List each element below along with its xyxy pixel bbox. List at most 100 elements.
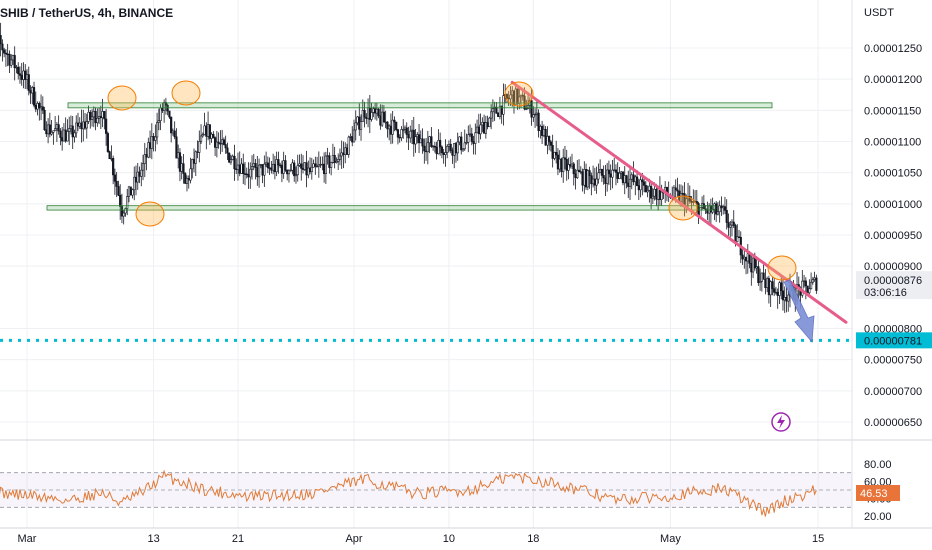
candle-body bbox=[635, 176, 639, 186]
candle-body bbox=[0, 35, 2, 45]
candle-body bbox=[229, 159, 233, 163]
candle-body bbox=[468, 133, 472, 136]
price-axis-tick: 0.00001200 bbox=[864, 74, 922, 86]
candle-body bbox=[78, 122, 81, 127]
candle-body bbox=[618, 172, 621, 179]
candle-body bbox=[419, 138, 422, 144]
candle-body bbox=[737, 236, 741, 238]
candle-body bbox=[389, 125, 393, 135]
candle-body bbox=[342, 152, 345, 155]
last-price-badge bbox=[856, 271, 932, 300]
candle-body bbox=[206, 124, 210, 137]
candle-body bbox=[432, 145, 435, 148]
candle-body bbox=[403, 127, 407, 130]
candle-body bbox=[54, 128, 57, 132]
candle-body bbox=[112, 158, 115, 176]
candle-body bbox=[182, 163, 185, 174]
price-axis-tick: 0.00000950 bbox=[864, 230, 922, 242]
candle-body bbox=[630, 174, 633, 180]
candle-body bbox=[729, 224, 732, 228]
candle-body bbox=[553, 152, 556, 159]
candle-body bbox=[82, 121, 85, 130]
candle-body bbox=[294, 174, 298, 177]
candle-body bbox=[321, 163, 324, 166]
candle-body bbox=[475, 126, 479, 134]
candle-body bbox=[18, 73, 22, 76]
candle-body bbox=[409, 130, 412, 139]
candle-body bbox=[76, 122, 80, 127]
candle-body bbox=[361, 110, 364, 122]
candle-body bbox=[335, 161, 338, 163]
candle-body bbox=[115, 181, 118, 187]
candle-body bbox=[191, 159, 194, 170]
candle-body bbox=[562, 157, 565, 172]
candle-body bbox=[655, 189, 658, 200]
candle-body bbox=[171, 130, 175, 134]
candle-body bbox=[778, 282, 781, 296]
candle-body bbox=[277, 159, 280, 166]
candle-body bbox=[71, 125, 74, 138]
candle-body bbox=[20, 75, 23, 80]
candle-body bbox=[273, 163, 276, 173]
candle-body bbox=[444, 152, 447, 155]
candle-body bbox=[148, 142, 152, 149]
candle-body bbox=[764, 279, 767, 288]
candle-body bbox=[198, 141, 201, 153]
candle-body bbox=[38, 103, 41, 109]
candle-body bbox=[730, 221, 734, 226]
candle-body bbox=[416, 134, 419, 138]
candle-body bbox=[525, 108, 528, 110]
touch-point-circle bbox=[504, 81, 534, 107]
candle-body bbox=[138, 171, 141, 177]
candle-body bbox=[75, 122, 78, 134]
candle-body bbox=[345, 147, 349, 155]
candle-body bbox=[185, 178, 189, 184]
candle-body bbox=[6, 53, 9, 56]
candle-body bbox=[301, 168, 305, 170]
candle-body bbox=[544, 129, 547, 146]
candle-body bbox=[521, 94, 524, 97]
candle-body bbox=[386, 121, 389, 130]
candle-body bbox=[117, 186, 120, 196]
candle-body bbox=[358, 116, 361, 130]
support-price-label: 0.00000781 bbox=[864, 335, 922, 347]
candle-body bbox=[398, 136, 401, 139]
candle-body bbox=[382, 111, 385, 123]
candle-body bbox=[621, 171, 625, 184]
candle-body bbox=[45, 129, 48, 135]
candle-body bbox=[484, 122, 487, 134]
candle-body bbox=[505, 93, 509, 99]
candle-body bbox=[804, 280, 807, 287]
candle-body bbox=[780, 282, 783, 292]
candle-body bbox=[363, 110, 366, 118]
candle-body bbox=[119, 194, 122, 207]
candle-body bbox=[616, 172, 619, 179]
candle-body bbox=[291, 162, 294, 171]
candle-body bbox=[32, 87, 36, 106]
candle-body bbox=[463, 142, 466, 150]
chart-title: SHIB / TetherUS, 4h, BINANCE bbox=[0, 6, 174, 20]
candle-body bbox=[518, 96, 521, 104]
candle-body bbox=[583, 169, 586, 186]
candle-body bbox=[308, 167, 312, 173]
candle-body bbox=[787, 294, 790, 302]
candle-body bbox=[219, 143, 222, 145]
candle-body bbox=[576, 169, 579, 178]
candle-body bbox=[143, 154, 146, 164]
candle-body bbox=[347, 136, 350, 155]
candle-body bbox=[650, 185, 653, 199]
candle-body bbox=[555, 152, 558, 156]
candle-body bbox=[13, 55, 16, 69]
candle-body bbox=[236, 164, 240, 171]
candle-body bbox=[120, 206, 124, 217]
candle-body bbox=[131, 189, 134, 196]
candle-body bbox=[368, 107, 371, 120]
candle-body bbox=[314, 163, 317, 167]
price-axis-tick: 0.00000650 bbox=[864, 417, 922, 429]
candle-body bbox=[609, 173, 612, 178]
candle-body bbox=[48, 124, 51, 135]
candle-body bbox=[627, 182, 630, 187]
candle-body bbox=[384, 121, 387, 124]
candle-body bbox=[748, 253, 751, 264]
